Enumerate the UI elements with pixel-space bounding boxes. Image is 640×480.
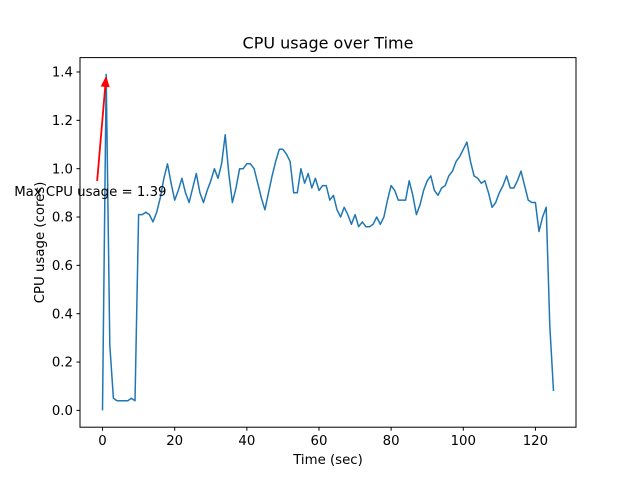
x-tick-label: 20	[166, 434, 183, 449]
y-tick-label: 1.4	[52, 66, 73, 81]
y-tick-label: 0.8	[52, 211, 73, 226]
plot-area	[79, 57, 577, 428]
x-tick-label: 0	[98, 434, 106, 449]
annotation-arrowhead-icon	[100, 75, 110, 88]
y-tick-label: 0.6	[52, 259, 73, 274]
x-tick-label: 80	[383, 434, 400, 449]
annotation-text: Max CPU usage = 1.39	[14, 185, 166, 200]
y-axis-label: CPU usage (cores)	[33, 182, 48, 304]
x-tick-label: 40	[238, 434, 255, 449]
cpu-usage-line	[101, 73, 555, 411]
y-tick-label: 1.2	[52, 114, 73, 129]
annotation-arrow-shaft	[96, 84, 107, 181]
y-axis-ticks: 0.0 0.2 0.4 0.6 0.8 1.0 1.2 1.4	[52, 66, 80, 419]
x-tick-label: 60	[311, 434, 328, 449]
y-tick-label: 1.0	[52, 162, 73, 177]
y-tick-label: 0.0	[52, 404, 73, 419]
x-axis-ticks: 0 20 40 60 80 100 120	[98, 427, 548, 449]
y-tick-label: 0.2	[52, 356, 73, 371]
x-tick-label: 100	[451, 434, 476, 449]
chart-title: CPU usage over Time	[243, 34, 414, 53]
x-axis-label: Time (sec)	[292, 453, 363, 468]
x-tick-label: 120	[523, 434, 548, 449]
y-tick-label: 0.4	[52, 307, 73, 322]
